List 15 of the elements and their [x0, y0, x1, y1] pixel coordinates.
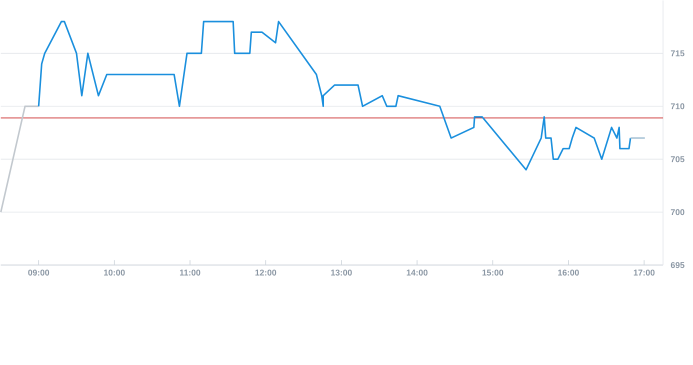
x-tick-label: 10:00 — [104, 270, 125, 276]
x-tick-label: 14:00 — [406, 270, 428, 276]
x-tick-label: 11:00 — [180, 270, 200, 276]
x-tick-label: 17:00 — [634, 270, 655, 276]
x-tick-label: 09:00 — [28, 270, 50, 276]
x-tick-label: 16:00 — [558, 270, 579, 276]
y-tick-label: 695 — [670, 262, 684, 268]
y-tick-label: 700 — [670, 209, 684, 216]
x-tick-label: 12:00 — [255, 270, 276, 276]
y-tick-label: 710 — [670, 103, 684, 110]
x-tick-label: 15:00 — [482, 270, 504, 276]
y-tick-label: 705 — [670, 156, 684, 162]
x-tick-label: 13:00 — [331, 270, 352, 276]
y-tick-label: 715 — [670, 50, 684, 56]
line-series — [38, 20, 632, 171]
